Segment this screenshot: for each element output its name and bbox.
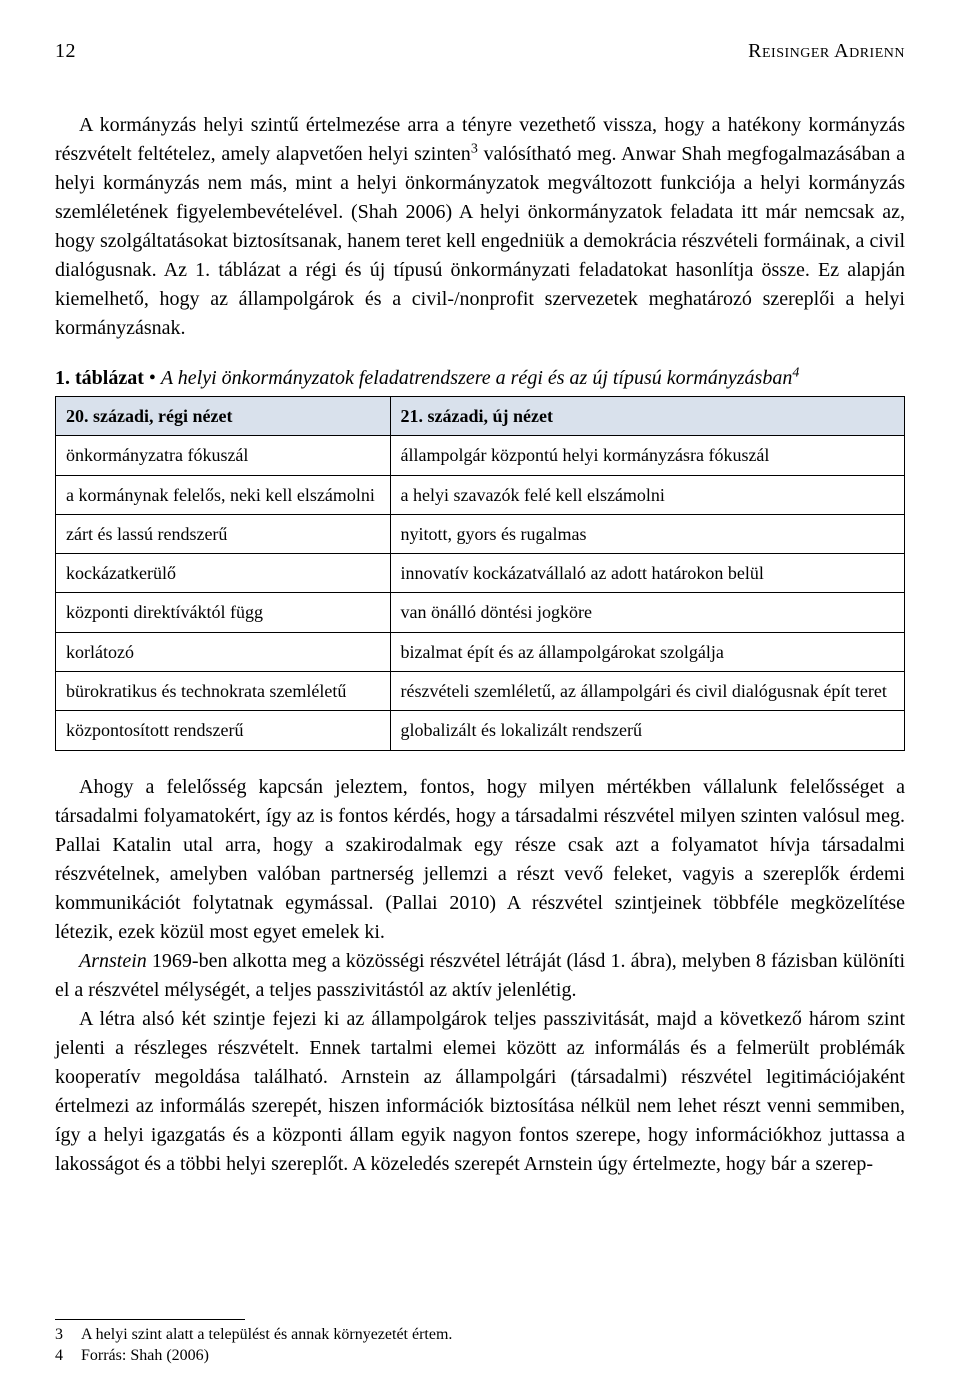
table-caption-text: A helyi önkormányzatok feladatrendszere … [161, 367, 792, 389]
footnote-4-text: Forrás: Shah (2006) [81, 1345, 209, 1367]
table-caption: 1. táblázat • A helyi önkormányzatok fel… [55, 367, 905, 390]
table-row: önkormányzatra fókuszál állampolgár közp… [56, 436, 905, 475]
table-cell: innovatív kockázatvállaló az adott határ… [390, 554, 904, 593]
table-caption-sep: • [144, 367, 161, 389]
footnote-rule [55, 1319, 245, 1320]
footnote-4: 4 Forrás: Shah (2006) [55, 1345, 905, 1367]
governance-table: 20. századi, régi nézet 21. századi, új … [55, 396, 905, 751]
table-cell: globalizált és lokalizált rendszerű [390, 711, 904, 750]
footnote-marker-4: 4 [792, 365, 799, 380]
table-header-col-0: 20. századi, régi nézet [56, 397, 391, 436]
p3-text-b: 1969-ben alkotta meg a közösségi részvét… [55, 950, 905, 1001]
table-cell: központi direktíváktól függ [56, 593, 391, 632]
page-number: 12 [55, 40, 76, 63]
table-cell: központosított rendszerű [56, 711, 391, 750]
footnote-4-num: 4 [55, 1345, 69, 1367]
table-row: bürokratikus és technokrata szemléletű r… [56, 672, 905, 711]
table-row: központi direktíváktól függ van önálló d… [56, 593, 905, 632]
table-row: zárt és lassú rendszerű nyitott, gyors é… [56, 514, 905, 553]
p4-text: A létra alsó két szintje fejezi ki az ál… [55, 1008, 905, 1175]
table-cell: állampolgár központú helyi kormányzásra … [390, 436, 904, 475]
table-header-col-1: 21. századi, új nézet [390, 397, 904, 436]
footnote-3-text: A helyi szint alatt a települést és anna… [81, 1324, 452, 1346]
table-cell: bizalmat épít és az állampolgárokat szol… [390, 632, 904, 671]
p3-text-a: Arnstein [79, 950, 147, 972]
running-header: 12 Reisinger Adrienn [55, 40, 905, 63]
table-cell: nyitott, gyors és rugalmas [390, 514, 904, 553]
table-cell: a kormánynak felelős, neki kell elszámol… [56, 475, 391, 514]
table-row: kockázatkerülő innovatív kockázatvállaló… [56, 554, 905, 593]
p1-text-b: valósítható meg. Anwar Shah megfogalmazá… [55, 143, 905, 339]
table-cell: a helyi szavazók felé kell elszámolni [390, 475, 904, 514]
table-cell: részvételi szemléletű, az állampolgári é… [390, 672, 904, 711]
paragraph-3: Arnstein 1969-ben alkotta meg a közösség… [55, 947, 905, 1005]
table-cell: korlátozó [56, 632, 391, 671]
footnote-3: 3 A helyi szint alatt a települést és an… [55, 1324, 905, 1346]
table-cell: zárt és lassú rendszerű [56, 514, 391, 553]
page: 12 Reisinger Adrienn A kormányzás helyi … [0, 0, 960, 1397]
table-cell: önkormányzatra fókuszál [56, 436, 391, 475]
table-row: korlátozó bizalmat épít és az állampolgá… [56, 632, 905, 671]
table-cell: kockázatkerülő [56, 554, 391, 593]
paragraph-2: Ahogy a felelősség kapcsán jeleztem, fon… [55, 773, 905, 947]
p2-text: Ahogy a felelősség kapcsán jeleztem, fon… [55, 776, 905, 943]
paragraph-4: A létra alsó két szintje fejezi ki az ál… [55, 1005, 905, 1179]
footnotes: 3 A helyi szint alatt a települést és an… [55, 1324, 905, 1367]
table-row: a kormánynak felelős, neki kell elszámol… [56, 475, 905, 514]
footnote-3-num: 3 [55, 1324, 69, 1346]
paragraph-1: A kormányzás helyi szintű értelmezése ar… [55, 111, 905, 343]
table-cell: van önálló döntési jogköre [390, 593, 904, 632]
table-caption-label: 1. táblázat [55, 367, 144, 389]
table-cell: bürokratikus és technokrata szemléletű [56, 672, 391, 711]
running-head-author: Reisinger Adrienn [748, 40, 905, 63]
table-header-row: 20. századi, régi nézet 21. századi, új … [56, 397, 905, 436]
table-row: központosított rendszerű globalizált és … [56, 711, 905, 750]
footnote-marker-3: 3 [471, 141, 478, 156]
